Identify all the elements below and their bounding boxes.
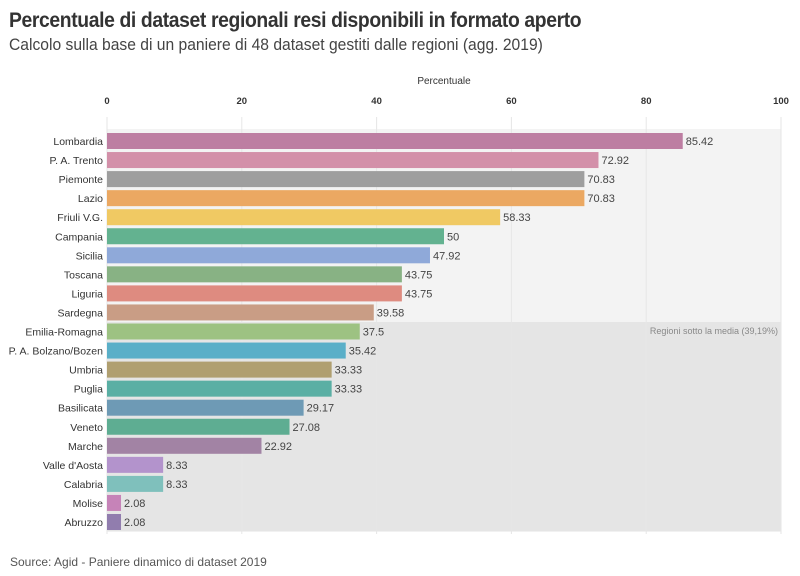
bar-17 xyxy=(107,456,164,473)
category-label-13: Puglia xyxy=(74,384,103,396)
value-label-5: 50 xyxy=(447,231,459,243)
category-label-0: Lombardia xyxy=(53,136,103,148)
bar-14 xyxy=(107,399,304,416)
bar-12 xyxy=(107,361,332,378)
value-label-1: 72.92 xyxy=(601,155,629,167)
bar-18 xyxy=(107,475,164,492)
bar-8 xyxy=(107,285,402,302)
bar-15 xyxy=(107,418,290,435)
bars xyxy=(107,133,683,530)
category-label-6: Sicilia xyxy=(76,250,104,262)
category-label-16: Marche xyxy=(68,441,103,453)
value-label-9: 39.58 xyxy=(377,307,405,319)
chart-title: Percentuale di dataset regionali resi di… xyxy=(9,9,582,32)
category-label-18: Calabria xyxy=(64,479,103,491)
bar-4 xyxy=(107,209,501,226)
value-label-13: 33.33 xyxy=(335,384,363,396)
value-label-18: 8.33 xyxy=(166,479,187,491)
x-axis-ticks: 0 20 40 60 80 100 xyxy=(104,96,789,107)
value-label-17: 8.33 xyxy=(166,460,187,472)
bar-13 xyxy=(107,380,332,397)
category-labels: Lombardia P. A. Trento Piemonte Lazio Friuli… xyxy=(9,136,104,529)
category-label-3: Lazio xyxy=(78,193,103,205)
bar-2 xyxy=(107,171,585,188)
category-label-5: Campania xyxy=(55,231,103,243)
bar-7 xyxy=(107,266,402,283)
category-label-15: Veneto xyxy=(70,422,103,434)
tick-label-100: 100 xyxy=(773,96,789,107)
value-label-4: 58.33 xyxy=(503,212,531,224)
category-label-1: P. A. Trento xyxy=(49,155,103,167)
category-label-17: Valle d'Aosta xyxy=(43,460,103,472)
bar-1 xyxy=(107,152,599,169)
category-label-4: Friuli V.G. xyxy=(57,212,103,224)
chart-subtitle: Calcolo sulla base di un paniere di 48 d… xyxy=(9,35,543,54)
category-label-20: Abruzzo xyxy=(64,517,103,529)
bar-3 xyxy=(107,190,585,207)
value-label-6: 47.92 xyxy=(433,250,461,262)
bar-5 xyxy=(107,228,444,245)
value-label-16: 22.92 xyxy=(264,441,292,453)
tick-label-20: 20 xyxy=(237,96,248,107)
value-label-20: 2.08 xyxy=(124,517,145,529)
category-label-7: Toscana xyxy=(64,269,103,281)
bar-10 xyxy=(107,323,360,340)
source-note: Source: Agid - Paniere dinamico di datas… xyxy=(10,555,267,569)
bar-20 xyxy=(107,514,122,530)
bar-16 xyxy=(107,437,262,454)
value-label-7: 43.75 xyxy=(405,269,433,281)
value-labels: 85.4272.9270.8370.8358.335047.9243.7543.… xyxy=(124,136,713,529)
category-label-8: Liguria xyxy=(71,288,103,300)
value-label-2: 70.83 xyxy=(587,174,615,186)
value-label-3: 70.83 xyxy=(587,193,615,205)
value-label-10: 37.5 xyxy=(363,327,384,339)
tick-label-0: 0 xyxy=(104,96,109,107)
value-label-19: 2.08 xyxy=(124,498,145,510)
category-label-14: Basilicata xyxy=(58,403,103,415)
category-label-11: P. A. Bolzano/Bozen xyxy=(9,346,104,358)
tick-label-80: 80 xyxy=(641,96,652,107)
category-label-2: Piemonte xyxy=(59,174,104,186)
category-label-12: Umbria xyxy=(69,365,103,377)
bar-9 xyxy=(107,304,374,321)
bar-19 xyxy=(107,494,122,511)
bar-6 xyxy=(107,247,430,264)
tick-label-60: 60 xyxy=(506,96,517,107)
annotations: Regioni sotto la media (39,19%) xyxy=(650,326,778,336)
value-label-11: 35.42 xyxy=(349,346,377,358)
category-label-19: Molise xyxy=(73,498,104,510)
value-label-14: 29.17 xyxy=(307,403,335,415)
band-annotation: Regioni sotto la media (39,19%) xyxy=(650,326,778,336)
value-label-12: 33.33 xyxy=(335,365,363,377)
bar-0 xyxy=(107,133,683,149)
category-label-9: Sardegna xyxy=(57,307,103,319)
value-label-15: 27.08 xyxy=(293,422,321,434)
category-label-10: Emilia-Romagna xyxy=(25,327,103,339)
tick-label-40: 40 xyxy=(371,96,382,107)
x-axis-title: Percentuale xyxy=(417,76,471,87)
value-label-0: 85.42 xyxy=(686,136,714,148)
value-label-8: 43.75 xyxy=(405,288,433,300)
bar-11 xyxy=(107,342,346,359)
